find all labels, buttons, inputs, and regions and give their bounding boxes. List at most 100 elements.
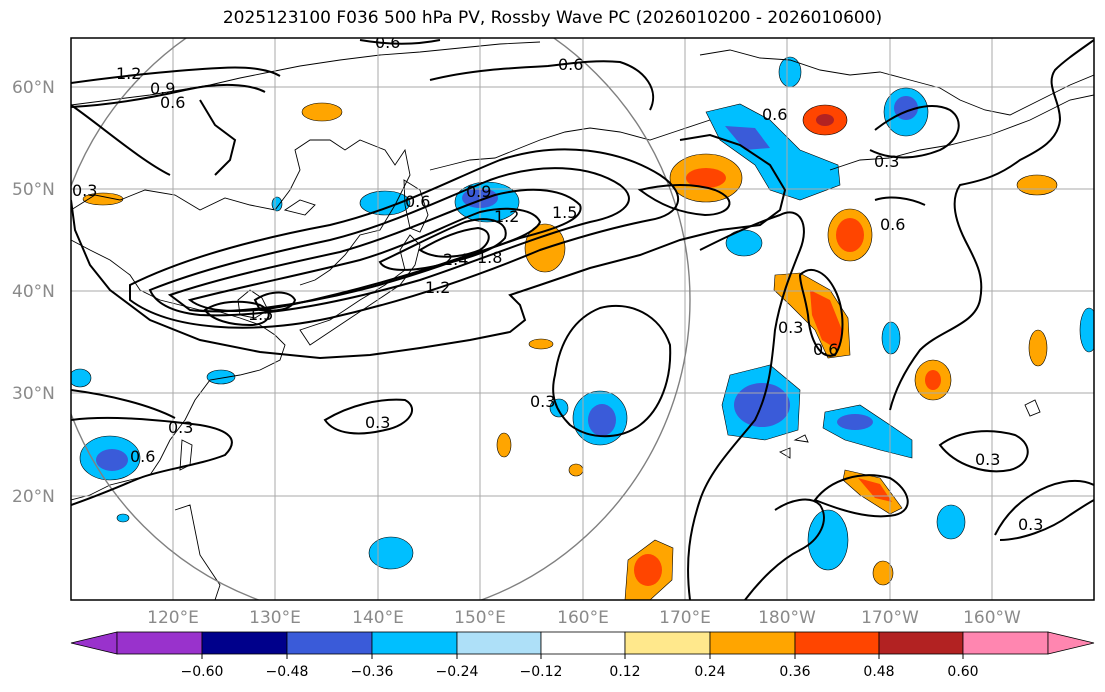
negative-anomaly xyxy=(1079,307,1094,353)
colorbar xyxy=(70,631,1095,655)
colorbar-tick-label: −0.60 xyxy=(181,664,224,680)
pv-contour xyxy=(994,479,1094,536)
radius-circle xyxy=(71,38,691,600)
positive-anomaly xyxy=(686,168,726,188)
colorbar-tick-label: −0.12 xyxy=(520,664,563,680)
pv-contour xyxy=(129,148,680,329)
negative-anomaly xyxy=(359,190,411,216)
contour-label: 1.2 xyxy=(494,207,519,226)
lon-label: 160°E xyxy=(557,608,609,628)
negative-anomaly xyxy=(837,414,873,430)
pv-contour xyxy=(429,60,655,111)
negative-anomaly xyxy=(271,196,283,212)
pv-contour xyxy=(71,66,281,84)
negative-anomaly xyxy=(368,536,414,570)
colorbar-segment xyxy=(1047,631,1095,655)
longitude-labels: 120°E 130°E 140°E 150°E 160°E 170°E 180°… xyxy=(147,608,1021,628)
coastline xyxy=(429,119,711,171)
colorbar-tick-label: −0.24 xyxy=(436,664,479,680)
contour-labels: 1.2 0.9 0.6 0.3 0.6 0.6 0.6 0.3 0.6 0.9 … xyxy=(72,33,1043,534)
graticule xyxy=(71,38,1094,600)
positive-anomaly xyxy=(816,114,834,126)
contour-label: 0.3 xyxy=(778,318,803,337)
pv-contour xyxy=(869,105,960,159)
lat-label: 30°N xyxy=(12,384,55,404)
pv-contour xyxy=(199,99,237,176)
contour-label: 0.6 xyxy=(375,33,400,52)
colorbar-segment xyxy=(371,631,458,655)
contour-label: 0.6 xyxy=(880,215,905,234)
contour-label: 1.8 xyxy=(477,248,502,267)
colorbar-tick-label: −0.48 xyxy=(266,664,309,680)
pv-contour xyxy=(71,133,787,360)
colorbar-tick-label: 0.48 xyxy=(863,664,894,680)
pv-contour xyxy=(323,398,413,435)
contour-label: 1.5 xyxy=(552,203,577,222)
colorbar-segment xyxy=(624,631,711,655)
lon-label: 170°W xyxy=(861,608,919,628)
contour-label: 0.9 xyxy=(150,79,175,98)
lon-label: 170°E xyxy=(659,608,711,628)
pv-contour xyxy=(187,207,542,312)
pv-contour xyxy=(744,498,825,600)
lat-label: 20°N xyxy=(12,487,55,507)
coastline xyxy=(793,434,809,443)
pv-contour xyxy=(71,389,176,419)
pv-contour xyxy=(938,430,1029,473)
contour-label: 2.4 xyxy=(443,250,468,269)
contour-label: 0.3 xyxy=(530,392,555,411)
contour-label: 0.3 xyxy=(168,418,193,437)
colorbar-segment xyxy=(456,631,542,655)
colorbar-segment xyxy=(709,631,796,655)
positive-anomaly xyxy=(810,290,842,350)
coastline xyxy=(174,504,221,600)
contour-label: 1.5 xyxy=(248,305,273,324)
map-frame xyxy=(70,37,1095,601)
contour-label: 0.6 xyxy=(813,340,838,359)
contour-label: 0.9 xyxy=(466,182,491,201)
lat-label: 40°N xyxy=(12,282,55,302)
pv-contour xyxy=(798,269,844,357)
positive-anomaly xyxy=(1028,329,1048,367)
pv-contour xyxy=(813,474,909,518)
negative-anomaly xyxy=(725,126,770,150)
coastline xyxy=(699,49,1094,116)
pv-contour xyxy=(148,167,630,317)
coastline xyxy=(71,239,286,501)
contour-label: 0.3 xyxy=(1018,515,1043,534)
pv-contour xyxy=(71,104,171,176)
lon-label: 140°E xyxy=(352,608,404,628)
colorbar-segment xyxy=(794,631,880,655)
negative-anomaly xyxy=(71,368,92,388)
lon-label: 160°W xyxy=(963,608,1021,628)
colorbar-segment xyxy=(201,631,288,655)
latitude-labels: 60°N 50°N 40°N 30°N 20°N xyxy=(12,78,55,507)
coastline xyxy=(403,179,429,233)
lat-label: 50°N xyxy=(12,180,55,200)
contour-label: 0.6 xyxy=(762,105,787,124)
positive-anomaly xyxy=(301,102,343,122)
colorbar-tick-label: 0.60 xyxy=(947,664,978,680)
pv-contour xyxy=(378,218,507,271)
pv-contour xyxy=(203,300,270,327)
colorbar-tick-label: 0.24 xyxy=(694,664,725,680)
colorbar-segment xyxy=(962,631,1049,655)
pv-contour xyxy=(874,196,926,206)
positive-anomaly xyxy=(634,554,662,586)
negative-anomaly xyxy=(807,509,849,571)
contour-label: 1.2 xyxy=(425,278,450,297)
pv-contour xyxy=(167,188,582,313)
pv-contour xyxy=(359,39,441,45)
positive-anomaly xyxy=(1016,174,1058,196)
colorbar-tick-label: 0.36 xyxy=(779,664,810,680)
pv-contour xyxy=(637,184,731,217)
negative-anomaly xyxy=(881,321,901,355)
coastline xyxy=(71,139,411,286)
contour-label: 0.3 xyxy=(365,413,390,432)
positive-anomaly xyxy=(528,338,554,350)
coastline xyxy=(71,41,541,106)
colorbar-segment xyxy=(540,631,626,655)
colorbar-tick-labels: −0.60 −0.48 −0.36 −0.24 −0.12 0.12 0.24 … xyxy=(181,664,979,680)
negative-anomaly xyxy=(588,404,616,436)
contour-label: 0.6 xyxy=(160,93,185,112)
